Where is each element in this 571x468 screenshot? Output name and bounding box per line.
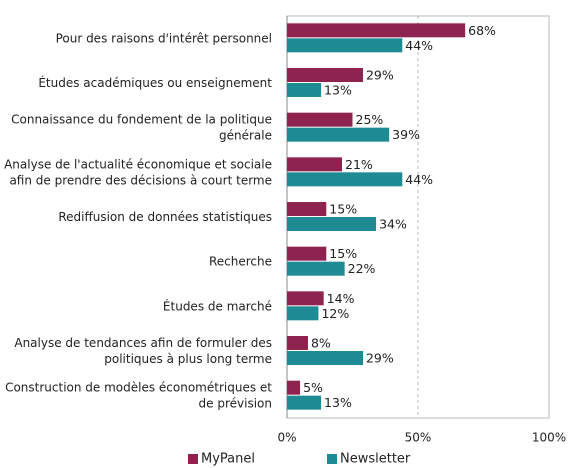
bar — [287, 83, 322, 97]
value-label: 12% — [321, 306, 349, 321]
bar — [287, 172, 403, 187]
category-line: Études académiques ou enseignement — [38, 75, 272, 90]
category-line: politiques à plus long terme — [104, 352, 272, 366]
value-label: 68% — [468, 23, 496, 38]
bar — [287, 291, 324, 306]
category-label: Recherche — [209, 254, 272, 268]
category-line: Analyse de l'actualité économique et soc… — [4, 157, 272, 171]
category-line: de prévision — [199, 396, 272, 410]
bar — [287, 157, 343, 172]
bar — [287, 336, 308, 350]
value-label: 34% — [379, 217, 407, 232]
category-line: Construction de modèles économétriques e… — [5, 380, 272, 394]
bar — [287, 112, 353, 127]
value-label: 44% — [405, 38, 433, 53]
bar — [287, 380, 301, 395]
bar — [287, 306, 319, 321]
bar — [287, 202, 327, 216]
category-line: Pour des raisons d'intérêt personnel — [56, 31, 272, 45]
bar — [287, 261, 345, 276]
x-tick-label: 100% — [532, 431, 566, 445]
category-label: Études académiques ou enseignement — [38, 75, 272, 90]
bar — [287, 38, 403, 53]
bar — [287, 127, 390, 142]
bar — [287, 351, 363, 365]
bar — [287, 23, 466, 38]
bar — [287, 68, 363, 82]
value-label: 25% — [356, 112, 384, 127]
category-line: Rediffusion de données statistiques — [58, 210, 272, 224]
category-label: Connaissance du fondement de la politiqu… — [11, 112, 272, 142]
category-label: Pour des raisons d'intérêt personnel — [56, 31, 272, 45]
value-label: 29% — [366, 68, 394, 83]
category-label: Construction de modèles économétriques e… — [5, 380, 272, 410]
value-label: 21% — [345, 157, 373, 172]
value-label: 29% — [366, 351, 394, 366]
value-label: 44% — [405, 172, 433, 187]
value-label: 15% — [329, 202, 357, 217]
value-label: 13% — [324, 83, 352, 98]
category-label: Analyse de l'actualité économique et soc… — [4, 157, 272, 187]
value-label: 39% — [392, 127, 420, 142]
value-label: 13% — [324, 395, 352, 410]
category-line: générale — [219, 128, 272, 142]
value-label: 22% — [348, 261, 376, 276]
legend-swatch — [327, 454, 337, 464]
legend-label: MyPanel — [201, 452, 255, 467]
bar — [287, 395, 322, 410]
x-tick-label: 50% — [405, 431, 432, 445]
category-line: Études de marché — [163, 298, 272, 313]
bar — [287, 246, 327, 261]
category-label: Rediffusion de données statistiques — [58, 210, 272, 224]
category-label: Études de marché — [163, 298, 272, 313]
x-tick-label: 0% — [277, 431, 296, 445]
bar — [287, 217, 377, 231]
value-label: 5% — [303, 380, 323, 395]
value-label: 14% — [327, 291, 355, 306]
category-line: Connaissance du fondement de la politiqu… — [11, 112, 272, 126]
legend-label: Newsletter — [340, 452, 411, 467]
category-line: Analyse de tendances afin de formuler de… — [14, 336, 272, 350]
value-label: 15% — [329, 246, 357, 261]
category-line: afin de prendre des décisions à court te… — [9, 173, 272, 187]
legend-swatch — [188, 454, 198, 464]
category-label: Analyse de tendances afin de formuler de… — [14, 336, 272, 366]
value-label: 8% — [311, 336, 331, 351]
category-line: Recherche — [209, 254, 272, 268]
